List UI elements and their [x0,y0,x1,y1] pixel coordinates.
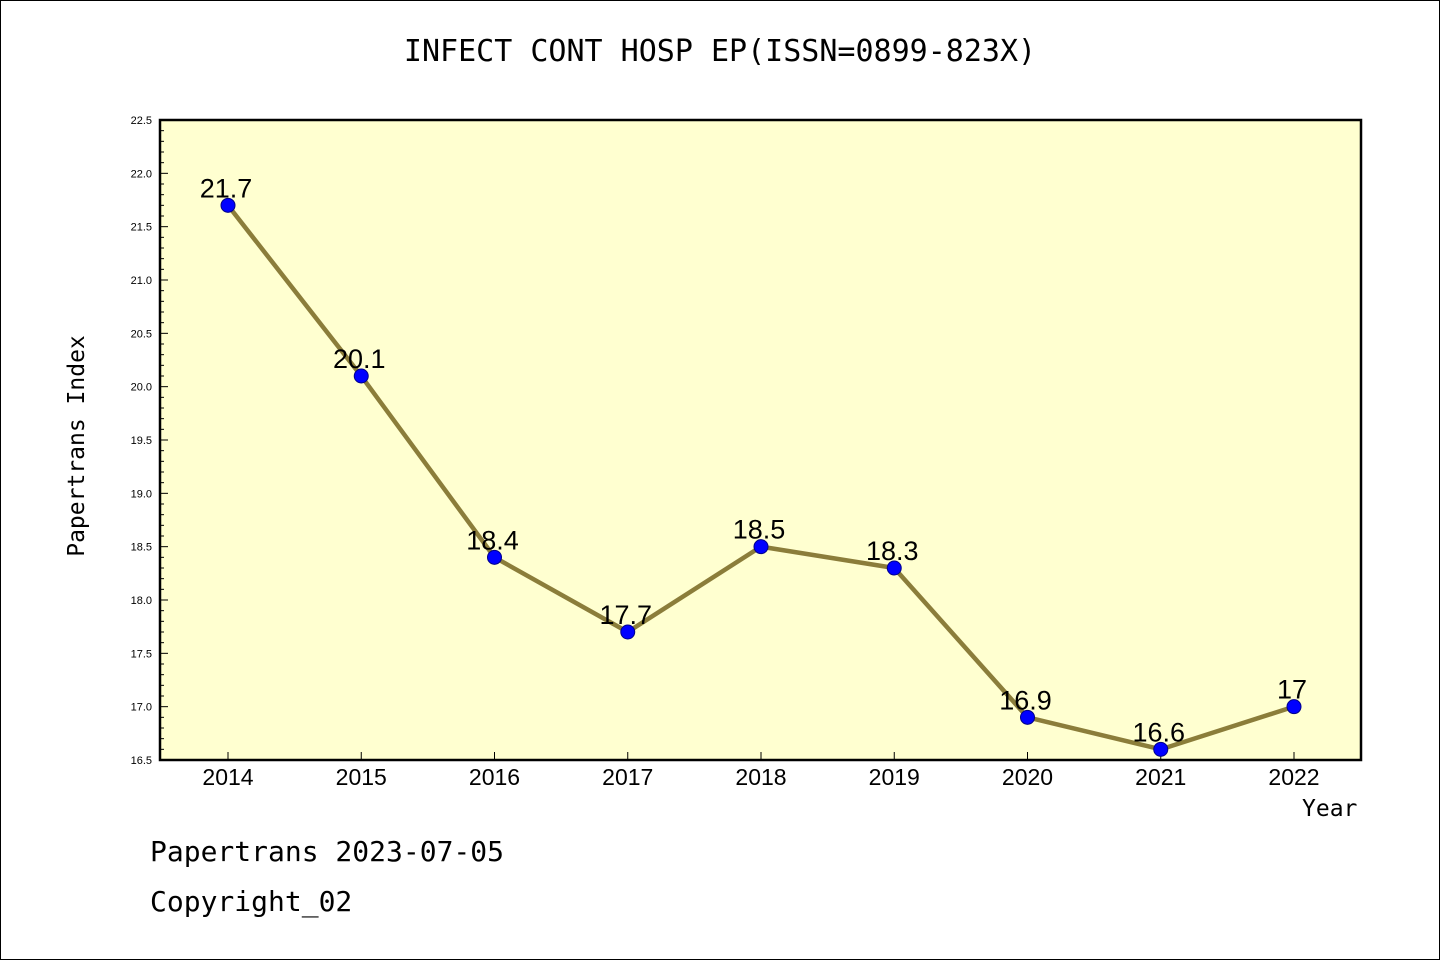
footer-date: Papertrans 2023-07-05 [150,835,505,868]
y-tick-label: 18.0 [131,595,152,607]
data-label: 20.1 [333,344,386,374]
series-markers [220,197,1302,757]
data-label: 17.7 [599,600,652,630]
x-tick-label: 2016 [469,764,520,790]
y-tick-label: 21.0 [131,275,152,287]
x-axis-label: Year [1302,796,1358,822]
y-tick-label: 22.0 [131,168,152,180]
x-tick-label: 2022 [1268,764,1319,790]
data-label: 16.6 [1132,717,1185,747]
data-point [1020,709,1035,725]
y-tick-label: 19.5 [131,435,152,447]
data-labels: 21.7 20.1 18.4 17.7 18.5 18.3 16.9 16.6 17 [200,173,1307,747]
x-tick-label: 2021 [1135,764,1186,790]
x-tick-label: 2020 [1002,764,1053,790]
chart-title: INFECT CONT HOSP EP(ISSN=0899-823X) [403,34,1037,69]
data-label: 18.3 [866,536,919,566]
data-label: 17 [1277,675,1307,705]
x-tick-label: 2018 [735,764,786,790]
x-axis: 2014 2015 2016 2017 2018 2019 2020 2021 2022 [202,752,1320,790]
x-tick-label: 2015 [336,764,387,790]
y-tick-label: 21.5 [131,222,152,234]
data-point [1153,741,1169,757]
y-axis: 16.5 17.0 17.5 18.0 18.5 19.0 19.5 20.0 20.5 21.0… [131,115,168,767]
x-tick-label: 2014 [202,764,253,790]
y-tick-label: 18.5 [131,542,152,554]
data-label: 18.5 [733,515,786,545]
y-tick-label: 16.5 [131,755,152,767]
data-point [220,197,236,213]
data-point [487,549,502,565]
x-tick-label: 2019 [869,764,920,790]
x-tick-label: 2017 [602,764,653,790]
y-tick-label: 17.5 [131,648,152,660]
footer-copyright: Copyright_02 [150,885,353,918]
y-tick-label: 20.0 [131,382,152,394]
plot-border [158,118,1363,762]
data-label: 16.9 [999,685,1052,715]
plot-area [160,120,1361,760]
data-point [1286,699,1302,715]
data-point [886,560,902,576]
y-tick-label: 17.0 [131,702,152,714]
data-point [753,539,769,555]
y-tick-label: 22.5 [131,115,152,127]
data-point [620,624,636,640]
y-tick-label: 19.0 [131,488,152,500]
y-tick-label: 20.5 [131,328,152,340]
data-label: 21.7 [200,173,253,203]
data-point [353,368,369,384]
data-label: 18.4 [466,525,519,555]
